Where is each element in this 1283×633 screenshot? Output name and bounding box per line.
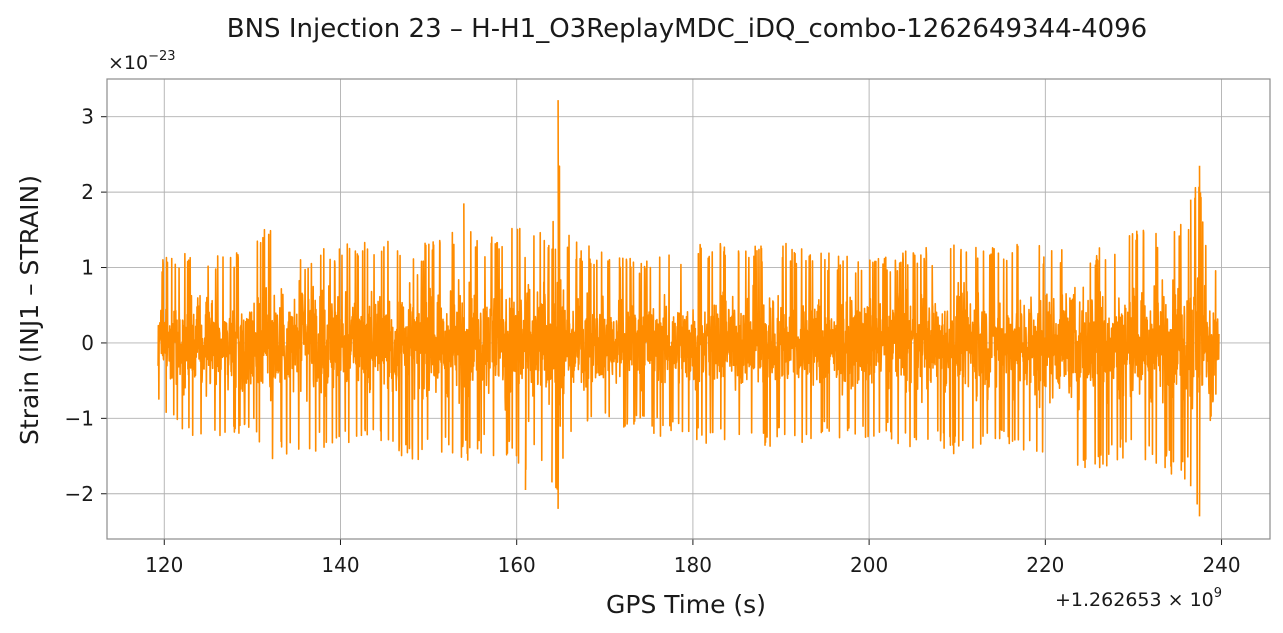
x-tick-label: 240 [1202,553,1240,577]
strain-series-line [157,100,1220,517]
plot-frame [106,78,1271,540]
x-tick-label: 160 [498,553,536,577]
y-tick-label: 3 [81,105,94,129]
chart-title: BNS Injection 23 – H-H1_O3ReplayMDC_iDQ_… [227,14,1147,44]
x-tick-label: 140 [321,553,359,577]
y-tick-label: 2 [81,180,94,204]
x-offset-exponent: 9 [1214,586,1222,601]
y-axis-scale-factor: ×10−23 [108,49,176,74]
plot-area: 120 140 160 180 200 220 240 −2 −1 0 1 2 3 [65,78,1271,577]
x-tick-label: 180 [674,553,712,577]
x-axis-label: GPS Time (s) [606,590,766,619]
y-scale-base: ×10 [108,52,148,74]
y-scale-exponent: −23 [148,49,175,64]
y-tick-label: −1 [65,406,94,430]
y-tick-label: −2 [65,482,94,506]
y-axis-label: Strain (INJ1 – STRAIN) [15,175,44,445]
y-tick-label: 0 [81,331,94,355]
x-offset-base: +1.262653 × 10 [1055,589,1214,611]
x-axis-offset-label: +1.262653 × 109 [1055,586,1222,611]
y-tick-label: 1 [81,256,94,280]
x-tick-label: 120 [145,553,183,577]
x-tick-label: 220 [1026,553,1064,577]
x-tick-label: 200 [850,553,888,577]
